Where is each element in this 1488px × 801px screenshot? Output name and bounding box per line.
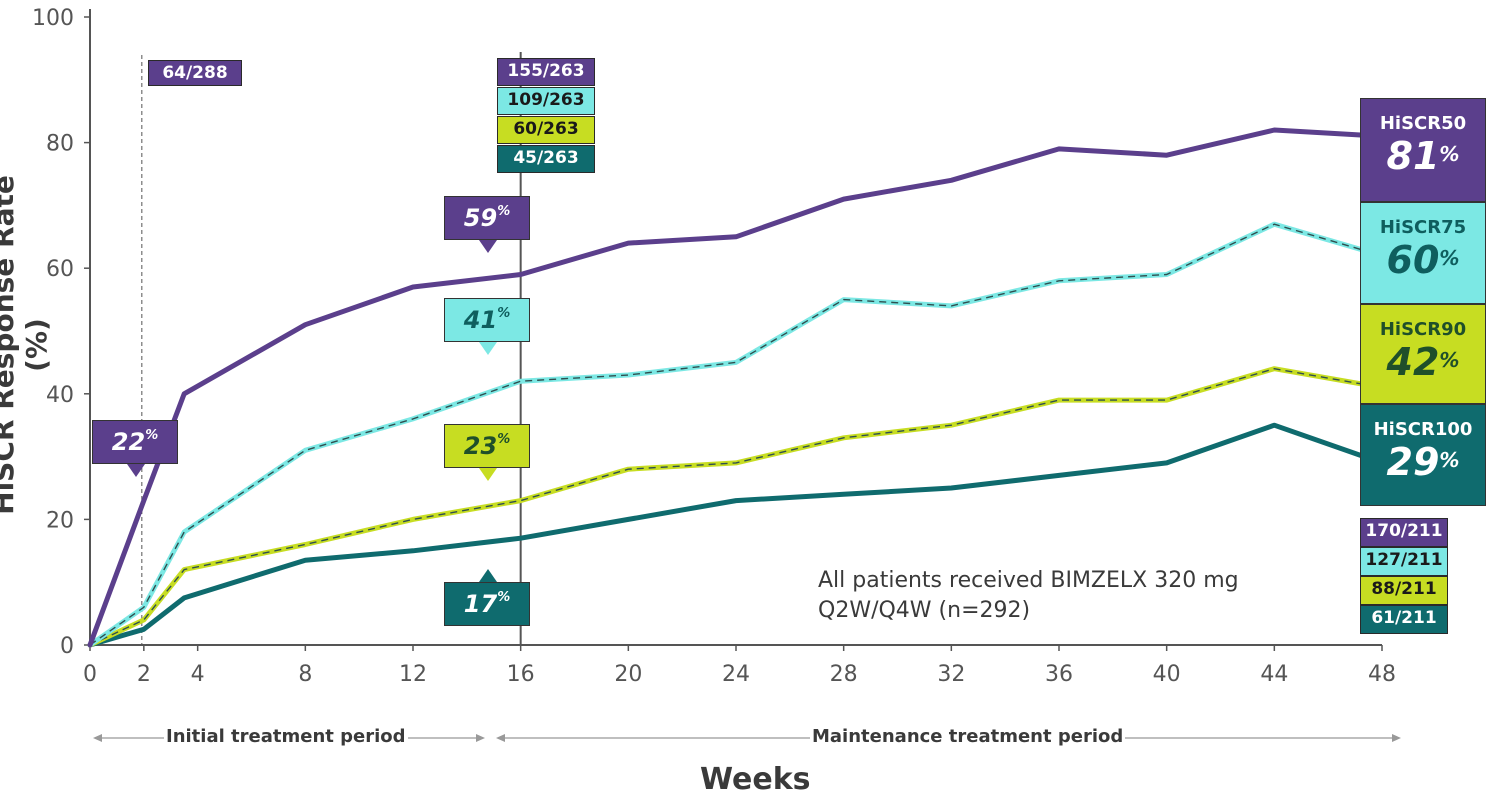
callout-pointer-up [479,569,497,582]
pct-sign: % [1439,142,1460,166]
callout-pointer [127,464,145,477]
week16-pct-hiscr90: 23 [463,432,498,460]
callout-pointer [479,468,497,481]
dosing-note-line1: All patients received BIMZELX 320 mg [818,568,1239,593]
week48-pct-hiscr50: 81 [1386,134,1440,178]
week16-callout-hiscr100: 17% [444,569,530,626]
pct-sign: % [497,306,511,321]
y-tick-label: 80 [46,132,74,157]
week16-pct-hiscr75: 41 [463,306,498,334]
pct-sign: % [497,590,511,605]
series-name-hiscr100: HiSCR100 [1373,419,1473,440]
series-line-hiscr50 [87,127,1385,648]
pct-sign: % [1439,246,1460,270]
week48-box-hiscr100: HiSCR100 29% [1360,404,1486,506]
arrow-head-right [476,734,485,742]
x-axis-title: Weeks [700,762,811,797]
pct-sign: % [1439,348,1460,372]
week48-count-hiscr50: 170/211 [1360,518,1448,547]
series-name-hiscr75: HiSCR75 [1379,217,1467,238]
series-name-hiscr50: HiSCR50 [1379,113,1467,134]
week16-count-hiscr75: 109/263 [497,87,595,115]
x-tick-label: 20 [614,662,642,687]
initial-period-label: Initial treatment period [164,726,408,747]
week48-box-hiscr75: HiSCR75 60% [1360,202,1486,304]
y-tick-label: 0 [60,634,74,659]
week16-callout-hiscr90: 23% [444,424,530,481]
series-dash-overlay-hiscr75 [89,223,1383,646]
callout-pointer [479,342,497,355]
pct-sign: % [1439,448,1460,472]
x-tick-label: 16 [507,662,535,687]
week48-box-hiscr90: HiSCR90 42% [1360,304,1486,404]
x-tick-label: 28 [830,662,858,687]
x-tick-label: 36 [1045,662,1073,687]
y-axis-title: HiSCR Response Rate (%) [0,175,53,515]
week2-count-hiscr50: 64/288 [148,60,242,86]
x-tick-label: 4 [191,662,205,687]
arrow-head-left [93,734,102,742]
callout-pointer [479,240,497,253]
week48-pct-hiscr90: 42 [1386,340,1440,384]
x-tick-label: 24 [722,662,750,687]
x-tick-label: 48 [1368,662,1396,687]
week48-count-hiscr90: 88/211 [1360,576,1448,605]
dosing-note-line2: Q2W/Q4W (n=292) [818,598,1031,623]
week2-pct-value: 22 [111,428,146,456]
y-tick-label: 60 [46,257,74,282]
x-tick-label: 0 [83,662,97,687]
week16-count-hiscr50: 155/263 [497,58,595,86]
y-tick-label: 100 [32,6,74,31]
x-tick-label: 40 [1153,662,1181,687]
arrow-head-left [496,734,505,742]
week48-pct-hiscr100: 29 [1386,440,1440,484]
week16-count-hiscr100: 45/263 [497,145,595,173]
series-line-hiscr100 [87,422,1385,648]
x-tick-label: 8 [298,662,312,687]
y-tick-label: 20 [46,508,74,533]
week48-pct-hiscr75: 60 [1386,238,1440,282]
pct-sign: % [497,204,511,219]
arrow-head-right [1392,734,1401,742]
y-tick-label: 40 [46,383,74,408]
week2-pct-sign: % [145,428,159,443]
week16-pct-hiscr100: 17 [463,590,498,618]
week48-count-hiscr75: 127/211 [1360,547,1448,576]
week16-count-hiscr90: 60/263 [497,116,595,144]
series-dash-overlay-hiscr90 [89,368,1383,646]
dosing-note: All patients received BIMZELX 320 mg Q2W… [818,566,1239,626]
pct-sign: % [497,432,511,447]
week2-callout-hiscr50: 22% [92,420,178,477]
week16-callout-hiscr50: 59% [444,196,530,253]
week16-pct-hiscr50: 59 [463,204,498,232]
week48-count-hiscr100: 61/211 [1360,605,1448,634]
x-tick-label: 12 [399,662,427,687]
x-tick-label: 2 [137,662,151,687]
week48-box-hiscr50: HiSCR50 81% [1360,98,1486,202]
week16-callout-hiscr75: 41% [444,298,530,355]
maintenance-period-label: Maintenance treatment period [810,726,1126,747]
x-tick-label: 32 [937,662,965,687]
series-name-hiscr90: HiSCR90 [1379,319,1467,340]
x-tick-label: 44 [1260,662,1288,687]
